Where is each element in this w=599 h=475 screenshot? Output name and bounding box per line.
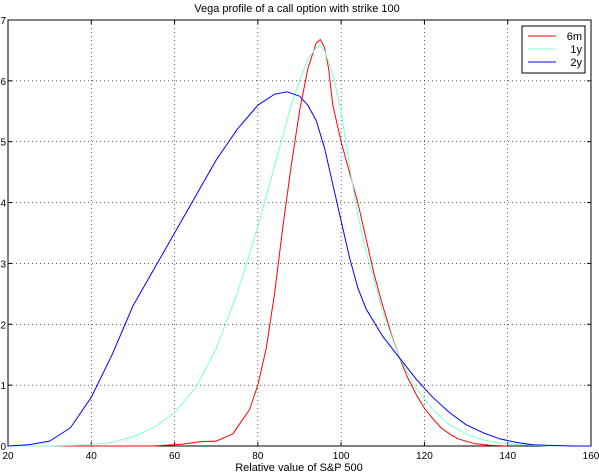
x-tick-label: 40 — [86, 451, 98, 462]
grid — [8, 20, 591, 446]
y-tick-label: 2 — [0, 320, 6, 331]
series-line-6m — [8, 38, 508, 447]
x-tick-label: 80 — [252, 451, 264, 462]
legend-label-2y: 2y — [570, 57, 582, 69]
legend-label-1y: 1y — [570, 44, 582, 56]
x-axis-label: Relative value of S&P 500 — [235, 462, 363, 474]
x-tick-label: 20 — [2, 451, 14, 462]
series-lines — [7, 38, 591, 447]
ticks: 20 40 60 80 100 120 140 160 0 1 2 3 4 5 6 7 — [0, 16, 599, 462]
chart-title: Vega profile of a call option with strik… — [194, 3, 399, 15]
x-tick-label: 60 — [169, 451, 181, 462]
x-tick-label: 140 — [499, 451, 516, 462]
plot-frame — [7, 19, 592, 447]
series-line-2y — [7, 91, 591, 447]
legend-label-6m: 6m — [567, 31, 582, 43]
y-tick-label: 1 — [0, 381, 6, 392]
y-tick-label: 5 — [0, 138, 6, 149]
x-tick-label: 100 — [333, 451, 350, 462]
x-tick-label: 160 — [583, 451, 599, 462]
x-tick-label: 120 — [416, 451, 433, 462]
y-tick-label: 4 — [0, 199, 6, 210]
y-tick-label: 3 — [0, 259, 6, 270]
series-line-1y — [8, 45, 591, 447]
y-tick-label: 6 — [0, 77, 6, 88]
y-tick-label: 0 — [0, 442, 6, 453]
y-tick-label: 7 — [0, 16, 6, 27]
